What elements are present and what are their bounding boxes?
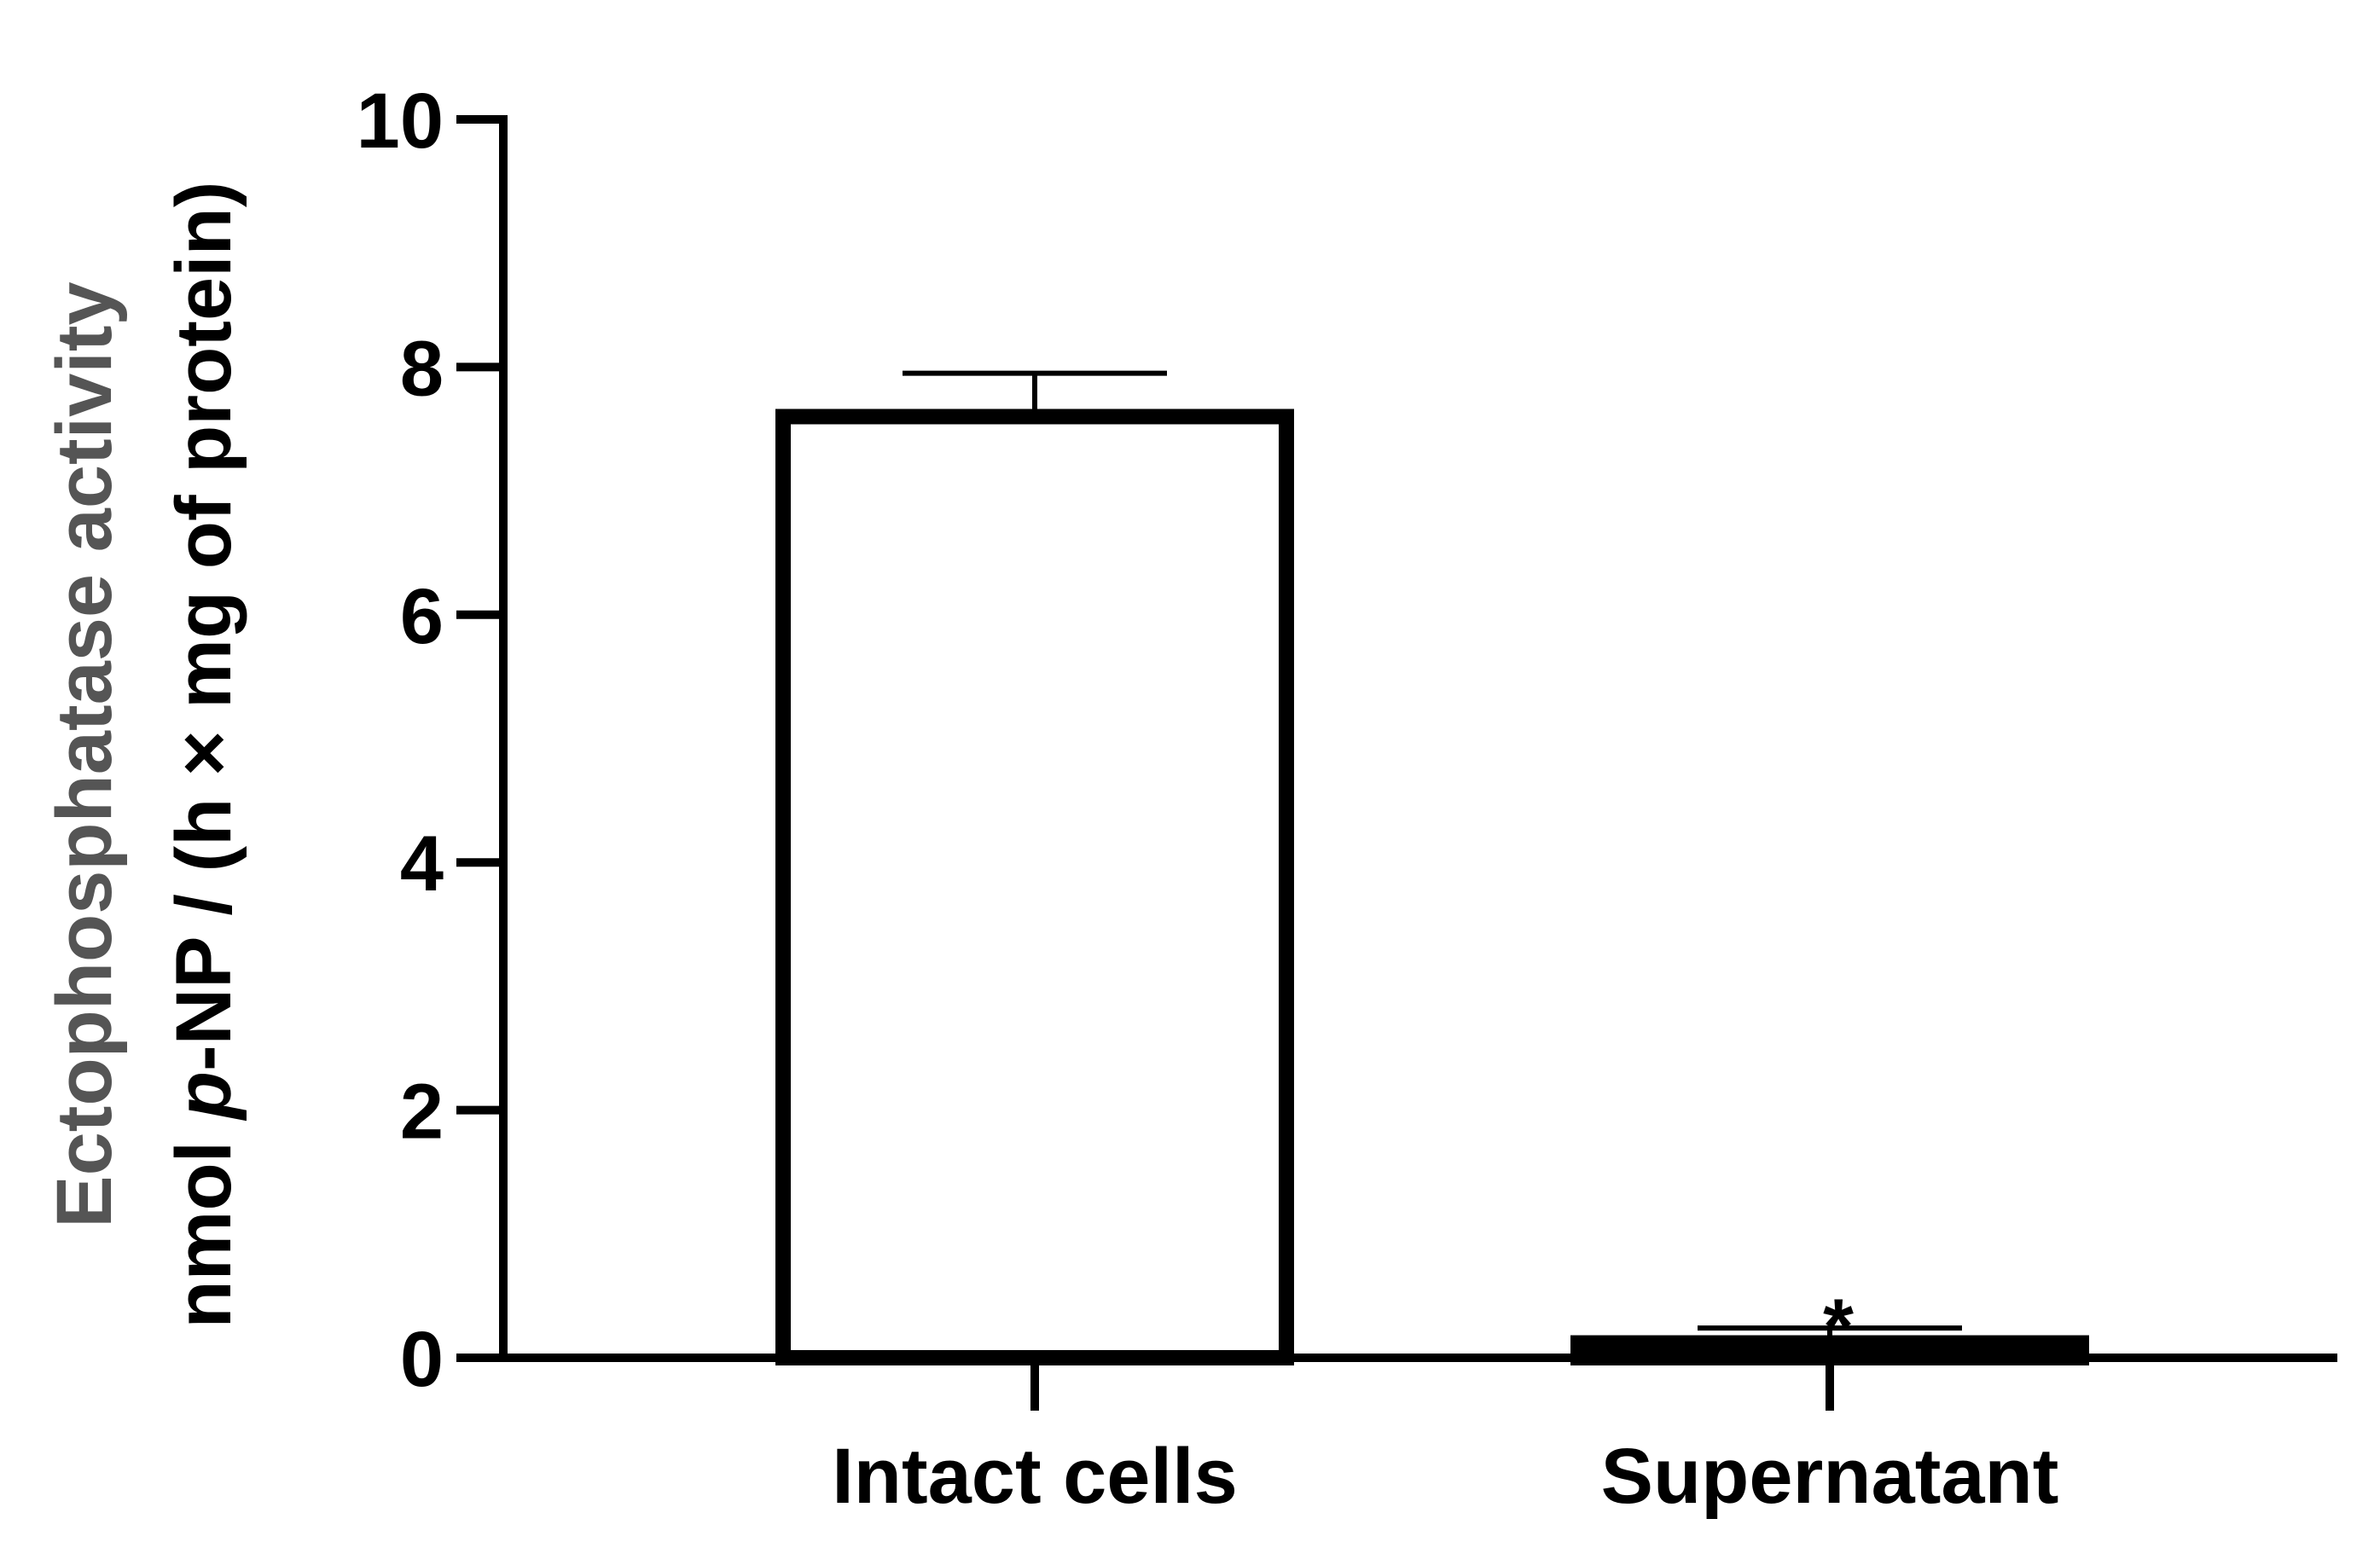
y-tick-label-0: 0 (400, 1316, 444, 1403)
y-tick-label-2: 2 (400, 1069, 444, 1156)
x-tick-label-1: Intact cells (832, 1433, 1238, 1520)
y-tick-label-8: 8 (400, 325, 444, 412)
y-axis-label-line2: nmol p-NP / (h × mg of protein) (160, 181, 247, 1328)
y-axis-label-line1: Ectophosphatase activity (41, 281, 128, 1227)
y-axis-label-unit-italic: p (160, 1071, 247, 1122)
y-axis-label: Ectophosphatase activity nmol p-NP / (h … (41, 181, 247, 1328)
x-tick-label-2: Supernatant (1601, 1433, 2059, 1520)
y-axis-label-unit-suffix: -NP / (h × mg of protein) (160, 181, 247, 1071)
y-tick-label-10: 10 (357, 78, 444, 165)
y-tick-label-4: 4 (400, 820, 444, 907)
y-axis-label-unit-prefix: nmol (160, 1119, 247, 1328)
y-tick-label-6: 6 (400, 573, 444, 660)
bar-intact-cells (775, 409, 1294, 1366)
